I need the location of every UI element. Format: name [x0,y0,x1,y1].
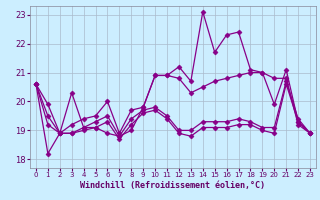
X-axis label: Windchill (Refroidissement éolien,°C): Windchill (Refroidissement éolien,°C) [81,181,266,190]
